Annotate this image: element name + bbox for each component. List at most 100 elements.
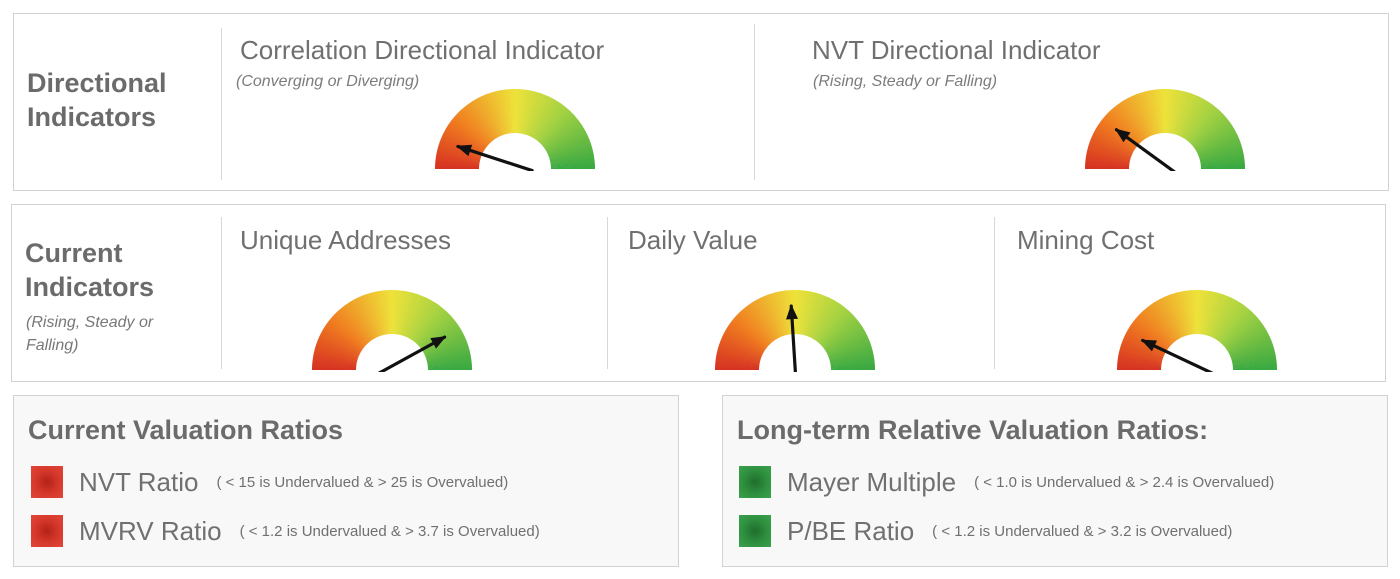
gauge-arc-segment xyxy=(1204,291,1217,336)
gauge-arc-segment xyxy=(336,310,369,345)
gauge-arc-segment xyxy=(414,306,444,343)
gauge-arc-segment xyxy=(1198,290,1203,335)
gauge-arc-segment xyxy=(426,347,470,362)
gauge-arc-segment xyxy=(1227,327,1267,353)
gauge-arc-segment xyxy=(1203,291,1215,335)
ratio-row-mvrv: MVRV Ratio ( < 1.2 is Undervalued & > 3.… xyxy=(31,511,540,551)
gauge-arc-segment xyxy=(1140,91,1156,135)
gauge-arc-segment xyxy=(737,312,771,345)
gauge-arc-segment xyxy=(549,146,593,161)
gauge-arc-segment xyxy=(1185,102,1213,140)
gauge-arc-segment xyxy=(1085,165,1130,169)
ratio-row-mayer-multiple: Mayer Multiple ( < 1.0 is Undervalued & … xyxy=(739,462,1274,502)
gauge-arc-segment xyxy=(1232,358,1277,367)
gauge-arc-segment xyxy=(375,291,386,335)
gauge-arc-segment xyxy=(1209,294,1228,337)
gauge-arc-segment xyxy=(1181,98,1206,138)
gauge-arc-segment xyxy=(1154,300,1180,340)
gauge-arc-segment xyxy=(546,129,586,153)
gauge-arc-segment xyxy=(1161,296,1183,338)
gauge-arc-segment xyxy=(416,310,448,345)
gauge-arc-segment xyxy=(1168,89,1177,134)
gauge-arc-segment xyxy=(730,320,767,349)
gauge-arc-segment xyxy=(1213,299,1238,339)
gauge-arc-segment xyxy=(521,90,533,134)
gauge-arc-segment xyxy=(1177,291,1190,336)
gauge-needle-arrowhead xyxy=(1114,128,1131,143)
gauge-arc-segment xyxy=(1177,93,1196,136)
gauge-arc-segment xyxy=(1118,352,1162,364)
gauge-arc-segment xyxy=(407,298,430,339)
gauge-arc-segment xyxy=(721,334,763,356)
gauge-arc-segment xyxy=(1231,350,1276,363)
gauge-arc-segment xyxy=(398,291,410,335)
gauge-arc-segment xyxy=(340,306,370,343)
gauge-arc-segment xyxy=(723,332,764,355)
gauge-arc-segment xyxy=(762,295,782,338)
gauge-arc-segment xyxy=(359,295,379,338)
gauge-arc-segment xyxy=(718,344,761,361)
gauge-arc-segment xyxy=(745,305,774,342)
gauge-arc-segment xyxy=(492,91,507,135)
gauge-arc-segment xyxy=(804,293,821,336)
gauge-arc-segment xyxy=(320,332,361,355)
gauge-arc-segment xyxy=(1224,318,1261,348)
gauge-arc-segment xyxy=(450,119,487,148)
status-swatch-red xyxy=(31,515,63,547)
gauge-arc-segment xyxy=(312,358,357,367)
directional-section-label: Directional Indicators xyxy=(27,68,167,132)
gauge-arc-segment xyxy=(1120,342,1164,359)
gauge-arc-segment xyxy=(716,350,761,363)
gauge-arc-segment xyxy=(1145,306,1175,343)
status-swatch-green xyxy=(739,466,771,498)
gauge-needle xyxy=(1114,128,1176,171)
gauge-arc-segment xyxy=(1180,291,1191,335)
gauge-arc-segment xyxy=(1137,314,1172,346)
indicator-title-correlation: Correlation Directional Indicator xyxy=(240,35,605,65)
gauge-arc-segment xyxy=(757,297,780,339)
current-valuation-panel xyxy=(13,395,679,567)
gauge-arc-segment xyxy=(795,290,799,335)
gauge-arc-segment xyxy=(522,90,535,135)
gauge-arc-segment xyxy=(1188,290,1195,335)
gauge-arc-segment xyxy=(1111,107,1143,143)
gauge-arc-segment xyxy=(1145,90,1158,135)
gauge-arc-segment xyxy=(727,324,766,351)
gauge-arc-segment xyxy=(526,92,543,136)
gauge-needle-arrowhead xyxy=(430,336,447,349)
gauge-arc-segment xyxy=(1157,299,1181,339)
gauge-arc-segment xyxy=(534,101,561,140)
gauge-arc-segment xyxy=(389,290,393,335)
divider xyxy=(994,217,995,369)
gauge-arc-segment xyxy=(1162,89,1166,134)
gauge-arc-segment xyxy=(394,290,401,335)
gauge-arc-segment xyxy=(547,133,589,155)
gauge-arc-segment xyxy=(445,126,485,151)
gauge-arc-segment xyxy=(1189,109,1221,144)
gauge-arc-segment xyxy=(822,318,859,348)
ratio-row-pbe: P/BE Ratio ( < 1.2 is Undervalued & > 3.… xyxy=(739,511,1232,551)
gauge-arc-segment xyxy=(1135,93,1153,136)
gauge-arc-segment xyxy=(823,320,860,349)
gauge-arc-segment xyxy=(347,301,374,341)
gauge-arc-segment xyxy=(435,157,480,166)
gauge-arc-segment xyxy=(322,327,362,352)
gauge-arc-segment xyxy=(1217,303,1245,341)
gauge-arc-segment xyxy=(545,126,585,152)
gauge-arc-segment xyxy=(312,355,357,365)
gauge-arc-segment xyxy=(427,356,472,366)
status-swatch-red xyxy=(31,466,63,498)
gauge-arc-segment xyxy=(542,117,579,147)
gauge-arc-segment xyxy=(549,149,594,162)
gauge-arc-segment xyxy=(318,334,360,356)
gauge-arc-segment xyxy=(461,107,493,143)
gauge-arc-segment xyxy=(1221,310,1253,345)
gauge-arc-segment xyxy=(550,155,595,165)
gauge-arc-segment xyxy=(1147,305,1176,342)
gauge-arc-segment xyxy=(829,345,873,361)
gauge-arc-segment xyxy=(425,340,468,358)
gauge-arc-segment xyxy=(796,290,801,335)
gauge-arc-segment xyxy=(1202,290,1212,335)
gauge-arc-segment xyxy=(1225,320,1262,349)
gauge-arc-segment xyxy=(814,302,841,341)
